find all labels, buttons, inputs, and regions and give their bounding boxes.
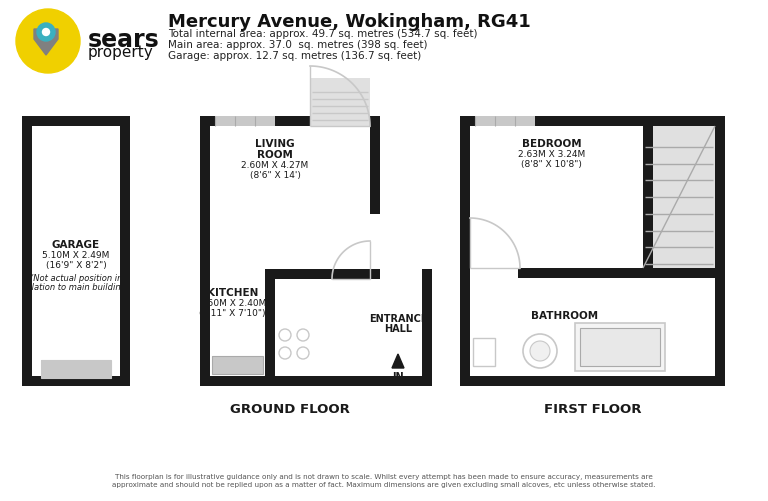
Bar <box>470 269 518 279</box>
Bar <box>200 117 380 386</box>
Bar <box>643 127 653 269</box>
Text: KITCHEN: KITCHEN <box>207 288 258 298</box>
Bar <box>460 269 725 279</box>
Bar <box>475 117 535 127</box>
Bar <box>575 323 665 371</box>
Text: HALL: HALL <box>384 323 412 333</box>
Polygon shape <box>34 30 58 56</box>
Bar <box>32 127 120 376</box>
Bar <box>215 117 275 127</box>
Bar <box>212 356 263 374</box>
Text: 2.60M X 4.27M: 2.60M X 4.27M <box>241 161 309 170</box>
Circle shape <box>530 341 550 361</box>
Bar <box>212 356 263 374</box>
Text: Main area: approx. 37.0  sq. metres (398 sq. feet): Main area: approx. 37.0 sq. metres (398 … <box>168 40 428 50</box>
Bar <box>370 270 422 376</box>
Polygon shape <box>392 354 404 368</box>
Text: BATHROOM: BATHROOM <box>531 311 598 320</box>
Text: (Not actual position in: (Not actual position in <box>30 274 122 283</box>
Text: Mercury Avenue, Wokingham, RG41: Mercury Avenue, Wokingham, RG41 <box>168 13 531 31</box>
Bar <box>370 270 432 386</box>
Circle shape <box>523 334 557 368</box>
Text: ROOM: ROOM <box>257 150 293 160</box>
Text: IN: IN <box>392 371 404 381</box>
Bar <box>210 127 370 376</box>
Bar <box>41 360 111 378</box>
Bar <box>22 117 130 386</box>
Text: GARAGE: GARAGE <box>52 239 100 249</box>
Bar <box>265 280 275 376</box>
Text: Garage: approx. 12.7 sq. metres (136.7 sq. feet): Garage: approx. 12.7 sq. metres (136.7 s… <box>168 51 422 61</box>
Bar <box>210 270 265 280</box>
Circle shape <box>16 10 80 74</box>
Text: (8'8" X 10'8"): (8'8" X 10'8") <box>521 160 582 169</box>
Text: FIRST FLOOR: FIRST FLOOR <box>544 402 641 415</box>
Text: This floorplan is for illustrative guidance only and is not drawn to scale. Whil: This floorplan is for illustrative guida… <box>112 473 656 487</box>
Bar <box>575 323 665 371</box>
Text: 1.50M X 2.40M: 1.50M X 2.40M <box>199 299 266 308</box>
Circle shape <box>37 24 55 42</box>
Text: ENTRANCE: ENTRANCE <box>369 313 427 323</box>
Bar <box>370 214 380 270</box>
Text: 2.63M X 3.24M: 2.63M X 3.24M <box>518 150 585 159</box>
Text: (4'11" X 7'10"): (4'11" X 7'10") <box>199 309 266 317</box>
Text: Total internal area: approx. 49.7 sq. metres (534.7 sq. feet): Total internal area: approx. 49.7 sq. me… <box>168 29 478 39</box>
Text: relation to main building): relation to main building) <box>23 283 129 292</box>
Text: 5.10M X 2.49M: 5.10M X 2.49M <box>42 250 110 260</box>
Bar <box>643 127 715 269</box>
Bar <box>460 117 725 386</box>
Bar <box>580 328 660 366</box>
Text: sears: sears <box>88 28 160 52</box>
Bar <box>473 338 495 366</box>
Bar <box>580 328 660 366</box>
Text: (8'6" X 14'): (8'6" X 14') <box>250 171 300 180</box>
Circle shape <box>42 30 49 37</box>
Bar <box>200 270 380 280</box>
Text: property: property <box>88 45 154 60</box>
Bar <box>310 79 370 127</box>
Text: (16'9" X 8'2"): (16'9" X 8'2") <box>45 261 107 270</box>
Bar <box>41 360 111 378</box>
Bar <box>473 338 495 366</box>
Text: GROUND FLOOR: GROUND FLOOR <box>230 402 350 415</box>
Bar <box>470 127 715 376</box>
Text: LIVING: LIVING <box>255 139 295 149</box>
Text: BEDROOM: BEDROOM <box>521 139 581 149</box>
